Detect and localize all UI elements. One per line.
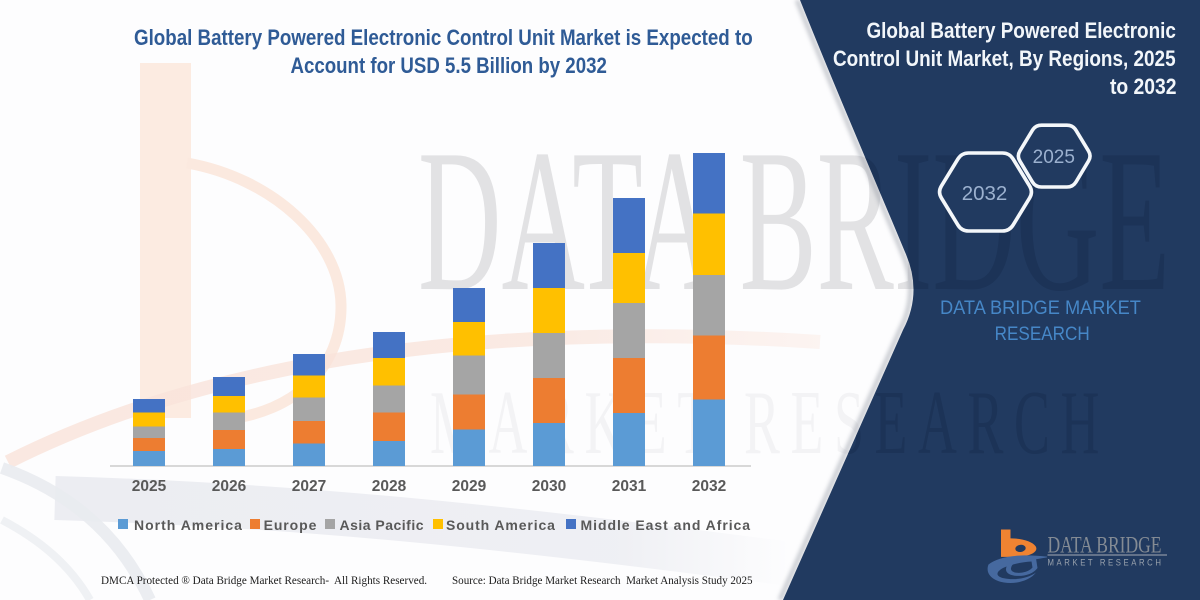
svg-text:DATA BRIDGE: DATA BRIDGE (1048, 533, 1162, 559)
svg-text:MARKET RESEARCH: MARKET RESEARCH (1048, 558, 1164, 568)
svg-text:2032: 2032 (962, 182, 1008, 205)
svg-text:MARKET RESEARCH: MARKET RESEARCH (430, 372, 1110, 473)
svg-text:2025: 2025 (1033, 147, 1075, 168)
